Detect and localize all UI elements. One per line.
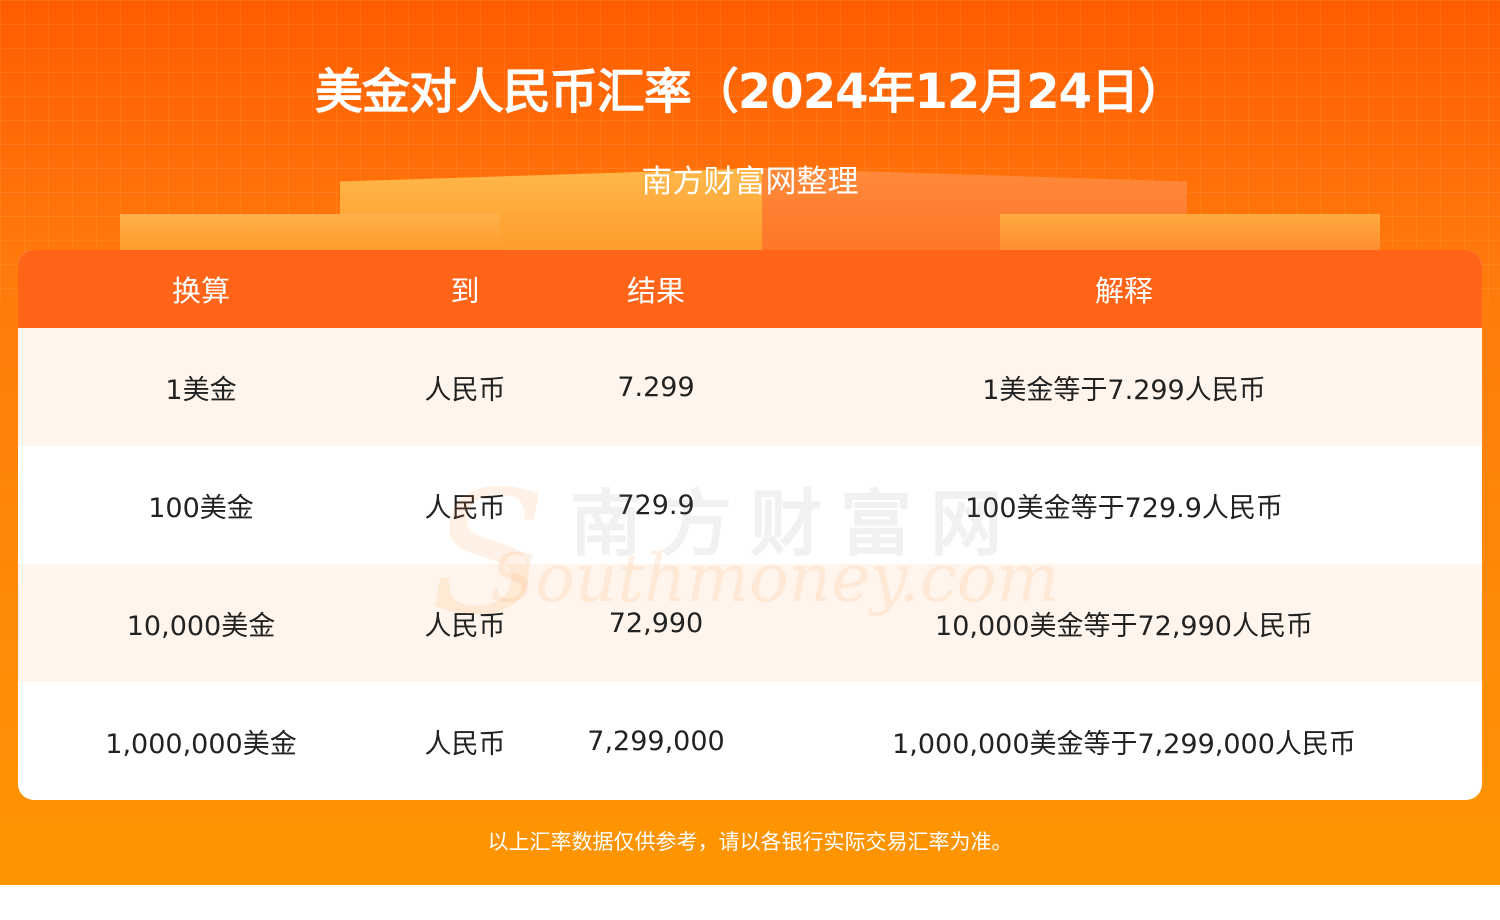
table-cell: 1美金等于7.299人民币 [982,374,1266,406]
exchange-rate-table: 换算 到 结果 解释 1美金 人民币 7.299 1美金等于7.299人民币 1… [18,250,1482,800]
table-cell: 10,000美金等于72,990人民币 [935,610,1313,642]
column-header: 解释 [1094,274,1153,308]
table-row: 1,000,000美金 人民币 7,299,000 1,000,000美金等于7… [18,682,1482,800]
column-header: 换算 [171,274,230,308]
page-title: 美金对人民币汇率（2024年12月24日） [314,64,1186,120]
table-cell: 1,000,000美金等于7,299,000人民币 [892,728,1356,760]
decor-block [1000,214,1380,254]
table-cell: 1美金 [165,374,237,406]
table-cell: 人民币 [424,610,506,642]
column-header: 到 [450,274,480,308]
column-header: 结果 [626,274,685,308]
table-cell: 10,000美金 [126,610,276,642]
table-row: 1美金 人民币 7.299 1美金等于7.299人民币 [18,328,1482,446]
table-cell: 729.9 [617,489,695,521]
page-subtitle: 南方财富网整理 [641,164,859,200]
table-row: 10,000美金 人民币 72,990 10,000美金等于72,990人民币 [18,564,1482,682]
table-cell: 7.299 [617,371,695,403]
table-cell: 100美金 [148,492,254,524]
table-header-row: 换算 到 结果 解释 [18,250,1482,328]
table-cell: 72,990 [608,607,704,639]
table-cell: 人民币 [424,728,506,760]
table-cell: 人民币 [424,374,506,406]
table-row: 100美金 人民币 729.9 100美金等于729.9人民币 [18,446,1482,564]
table-cell: 100美金等于729.9人民币 [965,492,1283,524]
table-cell: 1,000,000美金 [105,728,297,760]
table-cell: 7,299,000 [587,725,725,757]
decor-block [120,214,500,254]
table-cell: 人民币 [424,492,506,524]
disclaimer-note: 以上汇率数据仅供参考，请以各银行实际交易汇率为准。 [487,830,1013,854]
